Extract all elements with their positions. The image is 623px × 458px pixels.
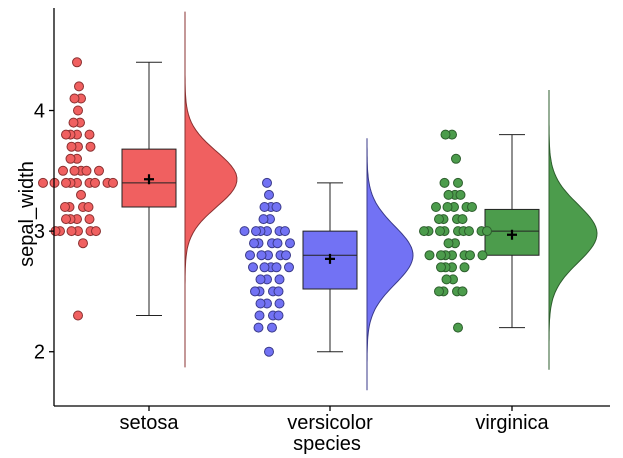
data-point-virginica-4 (440, 178, 449, 187)
data-point-versicolor-34 (251, 287, 260, 296)
data-point-virginica-45 (454, 323, 463, 332)
data-point-versicolor-26 (249, 263, 258, 272)
data-point-setosa-13 (86, 142, 95, 151)
data-point-versicolor-40 (274, 311, 283, 320)
data-point-virginica-12 (468, 203, 477, 212)
data-point-setosa-19 (59, 166, 68, 175)
data-point-setosa-9 (85, 130, 94, 139)
data-point-setosa-6 (69, 118, 78, 127)
x-tick-label-versicolor: versicolor (287, 412, 373, 434)
data-point-virginica-24 (420, 227, 429, 236)
data-point-setosa-0 (73, 58, 82, 67)
data-point-versicolor-15 (273, 239, 282, 248)
data-point-setosa-46 (74, 311, 83, 320)
data-point-setosa-30 (77, 190, 86, 199)
data-point-virginica-43 (458, 287, 467, 296)
data-point-virginica-44 (435, 287, 444, 296)
data-point-versicolor-29 (256, 275, 265, 284)
density-cloud-setosa (185, 12, 237, 368)
data-point-versicolor-27 (285, 263, 294, 272)
data-point-versicolor-43 (265, 347, 274, 356)
density-cloud-versicolor (367, 138, 413, 390)
data-point-setosa-45 (79, 239, 88, 248)
data-point-versicolor-0 (263, 178, 272, 187)
data-point-virginica-31 (437, 251, 446, 260)
data-point-versicolor-12 (240, 227, 249, 236)
data-point-setosa-10 (62, 130, 71, 139)
data-point-virginica-16 (435, 215, 444, 224)
data-point-virginica-2 (452, 154, 461, 163)
data-point-setosa-18 (82, 166, 91, 175)
data-point-virginica-3 (454, 178, 463, 187)
x-tick-label-virginica: virginica (475, 412, 549, 434)
data-point-setosa-20 (95, 166, 104, 175)
data-point-virginica-40 (442, 275, 451, 284)
data-point-setosa-4 (74, 106, 83, 115)
data-point-setosa-15 (66, 154, 75, 163)
data-point-virginica-7 (456, 190, 465, 199)
data-point-versicolor-21 (246, 251, 255, 260)
data-point-versicolor-25 (272, 263, 281, 272)
data-point-virginica-38 (437, 263, 446, 272)
data-point-versicolor-3 (260, 203, 269, 212)
data-point-setosa-43 (92, 227, 101, 236)
data-point-virginica-34 (478, 251, 487, 260)
data-point-versicolor-1 (265, 190, 274, 199)
data-point-virginica-32 (466, 251, 475, 260)
plot-marks (39, 12, 598, 391)
data-point-virginica-33 (425, 251, 434, 260)
data-point-virginica-11 (432, 203, 441, 212)
data-point-versicolor-42 (254, 323, 263, 332)
data-point-versicolor-4 (272, 203, 281, 212)
data-point-versicolor-22 (282, 251, 291, 260)
data-point-virginica-15 (458, 215, 467, 224)
data-point-virginica-21 (465, 227, 474, 236)
data-point-setosa-1 (75, 82, 84, 91)
data-point-virginica-25 (483, 227, 492, 236)
x-ticks: setosa versicolor virginica (120, 406, 550, 434)
data-point-versicolor-16 (250, 239, 259, 248)
data-point-versicolor-19 (257, 251, 266, 260)
density-cloud-virginica (549, 90, 597, 370)
data-point-versicolor-41 (268, 323, 277, 332)
y-axis-title: sepal_width (16, 161, 38, 267)
data-point-versicolor-11 (281, 227, 290, 236)
data-point-virginica-20 (436, 227, 445, 236)
data-point-setosa-25 (91, 178, 100, 187)
data-point-setosa-28 (39, 178, 48, 187)
data-point-setosa-40 (67, 227, 76, 236)
x-axis-title: species (293, 433, 361, 455)
data-point-virginica-37 (460, 263, 469, 272)
data-point-setosa-33 (84, 203, 93, 212)
data-point-versicolor-37 (275, 299, 284, 308)
data-point-versicolor-39 (255, 311, 264, 320)
data-point-versicolor-10 (252, 227, 261, 236)
data-point-setosa-37 (85, 215, 94, 224)
data-point-versicolor-17 (286, 239, 295, 248)
y-tick-label-0: 2 (34, 342, 45, 364)
data-point-versicolor-6 (259, 215, 268, 224)
data-point-setosa-24 (62, 178, 71, 187)
data-point-virginica-27 (444, 239, 453, 248)
data-point-setosa-34 (61, 203, 70, 212)
data-point-setosa-38 (62, 215, 71, 224)
data-point-setosa-29 (109, 178, 118, 187)
data-point-versicolor-33 (274, 287, 283, 296)
data-point-versicolor-36 (256, 299, 265, 308)
y-tick-label-2: 4 (34, 101, 45, 123)
data-point-virginica-6 (444, 190, 453, 199)
x-tick-label-setosa: setosa (120, 412, 180, 434)
data-point-setosa-17 (70, 166, 79, 175)
data-point-setosa-12 (67, 142, 76, 151)
data-point-versicolor-24 (260, 263, 269, 272)
data-point-virginica-1 (441, 130, 450, 139)
data-point-setosa-3 (70, 94, 79, 103)
data-point-virginica-9 (443, 203, 452, 212)
data-point-versicolor-30 (275, 275, 284, 284)
